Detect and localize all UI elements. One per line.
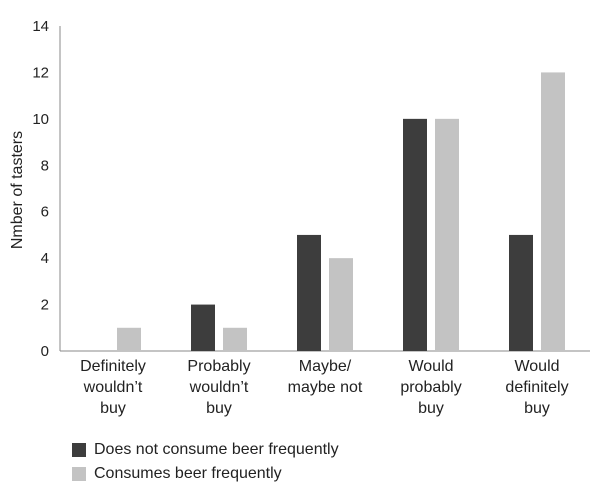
y-tick-label-0: 0: [41, 343, 49, 360]
y-tick-label-1: 2: [41, 297, 49, 314]
bars: [117, 72, 565, 351]
bar-s1-c4: [541, 72, 565, 351]
category-label-1: Probably wouldn’t buy: [187, 358, 250, 417]
category-labels: Definitely wouldn’t buy Probably wouldn’t buy…: [80, 358, 568, 417]
y-tick-labels: 0 2 4 6 8 10 12 14: [32, 18, 49, 360]
bar-s1-c2: [329, 258, 353, 351]
legend-item-frequent: Consumes beer frequently: [72, 462, 339, 486]
legend-item-non-frequent: Does not consume beer frequently: [72, 438, 339, 462]
legend-label-non-frequent: Does not consume beer frequently: [94, 441, 339, 458]
bar-s1-c0: [117, 327, 141, 351]
category-label-3: Would probably buy: [400, 358, 461, 417]
y-tick-label-5: 10: [32, 111, 49, 128]
bar-s1-c1: [223, 327, 247, 351]
y-axis-label: Nmber of tasters: [9, 131, 26, 249]
legend-swatch-frequent: [72, 467, 86, 481]
bar-s0-c3: [403, 118, 427, 351]
bar-chart: Nmber of tasters 0 2 4 6 8 10 12 14 Definitely w…: [9, 18, 590, 417]
legend-label-frequent: Consumes beer frequently: [94, 465, 282, 482]
y-tick-label-4: 8: [41, 157, 49, 174]
legend: Does not consume beer frequently Consume…: [72, 438, 339, 486]
legend-swatch-non-frequent: [72, 443, 86, 457]
y-tick-label-7: 14: [32, 18, 49, 35]
bar-s0-c2: [297, 234, 321, 351]
bar-s1-c3: [435, 118, 459, 351]
bar-s0-c1: [191, 304, 215, 351]
y-tick-label-3: 6: [41, 204, 49, 221]
bar-s0-c4: [509, 234, 533, 351]
y-tick-label-2: 4: [41, 250, 49, 267]
y-tick-label-6: 12: [32, 64, 49, 81]
category-label-2: Maybe/maybe not: [288, 358, 363, 396]
category-label-4: Would definitely buy: [505, 358, 568, 417]
category-label-0: Definitely wouldn’t buy: [80, 358, 146, 417]
